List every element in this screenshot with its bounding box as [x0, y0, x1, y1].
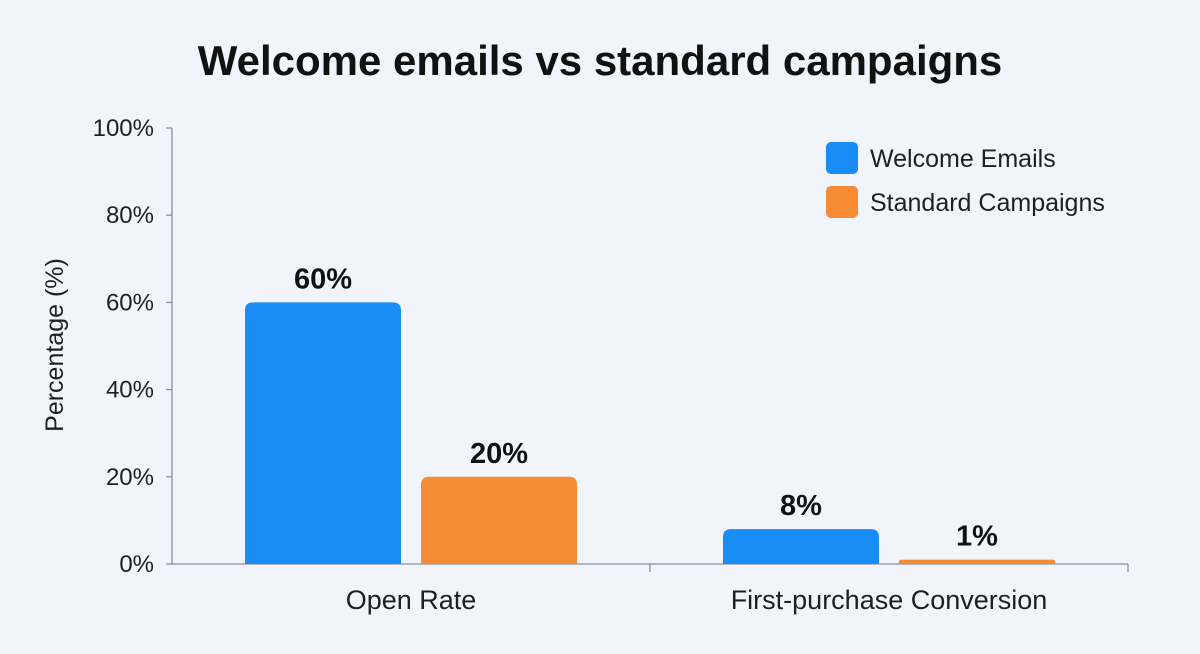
y-tick-label: 80%: [106, 202, 154, 229]
bar-standard-campaigns: [421, 476, 577, 564]
bar-standard-campaigns: [899, 559, 1055, 564]
bar-welcome-emails: [245, 302, 401, 564]
legend: Welcome Emails Standard Campaigns: [826, 142, 1105, 218]
bar-value-label: 1%: [956, 521, 998, 553]
bar-value-label: 60%: [294, 263, 352, 295]
y-axis-label: Percentage (%): [41, 258, 69, 432]
x-category-label: Open Rate: [346, 585, 477, 615]
bar-value-label: 8%: [780, 490, 822, 522]
legend-label: Standard Campaigns: [870, 189, 1105, 217]
axes: 0% 20% 40% 60% 80% 100% Open Rate First-purchas…: [93, 115, 1129, 615]
y-tick-label: 0%: [119, 551, 154, 578]
legend-swatch: [826, 186, 858, 218]
y-tick-label: 60%: [106, 289, 154, 316]
bars-group: 60% 20% 8% 1%: [245, 263, 1055, 564]
y-tick-label: 40%: [106, 377, 154, 404]
bar-value-label: 20%: [470, 438, 528, 470]
y-tick-label: 100%: [93, 115, 154, 142]
chart-title: Welcome emails vs standard campaigns: [198, 37, 1003, 84]
bar-welcome-emails: [723, 529, 879, 564]
legend-swatch: [826, 142, 858, 174]
y-tick-label: 20%: [106, 464, 154, 491]
x-category-label: First-purchase Conversion: [731, 585, 1048, 615]
legend-label: Welcome Emails: [870, 145, 1056, 173]
